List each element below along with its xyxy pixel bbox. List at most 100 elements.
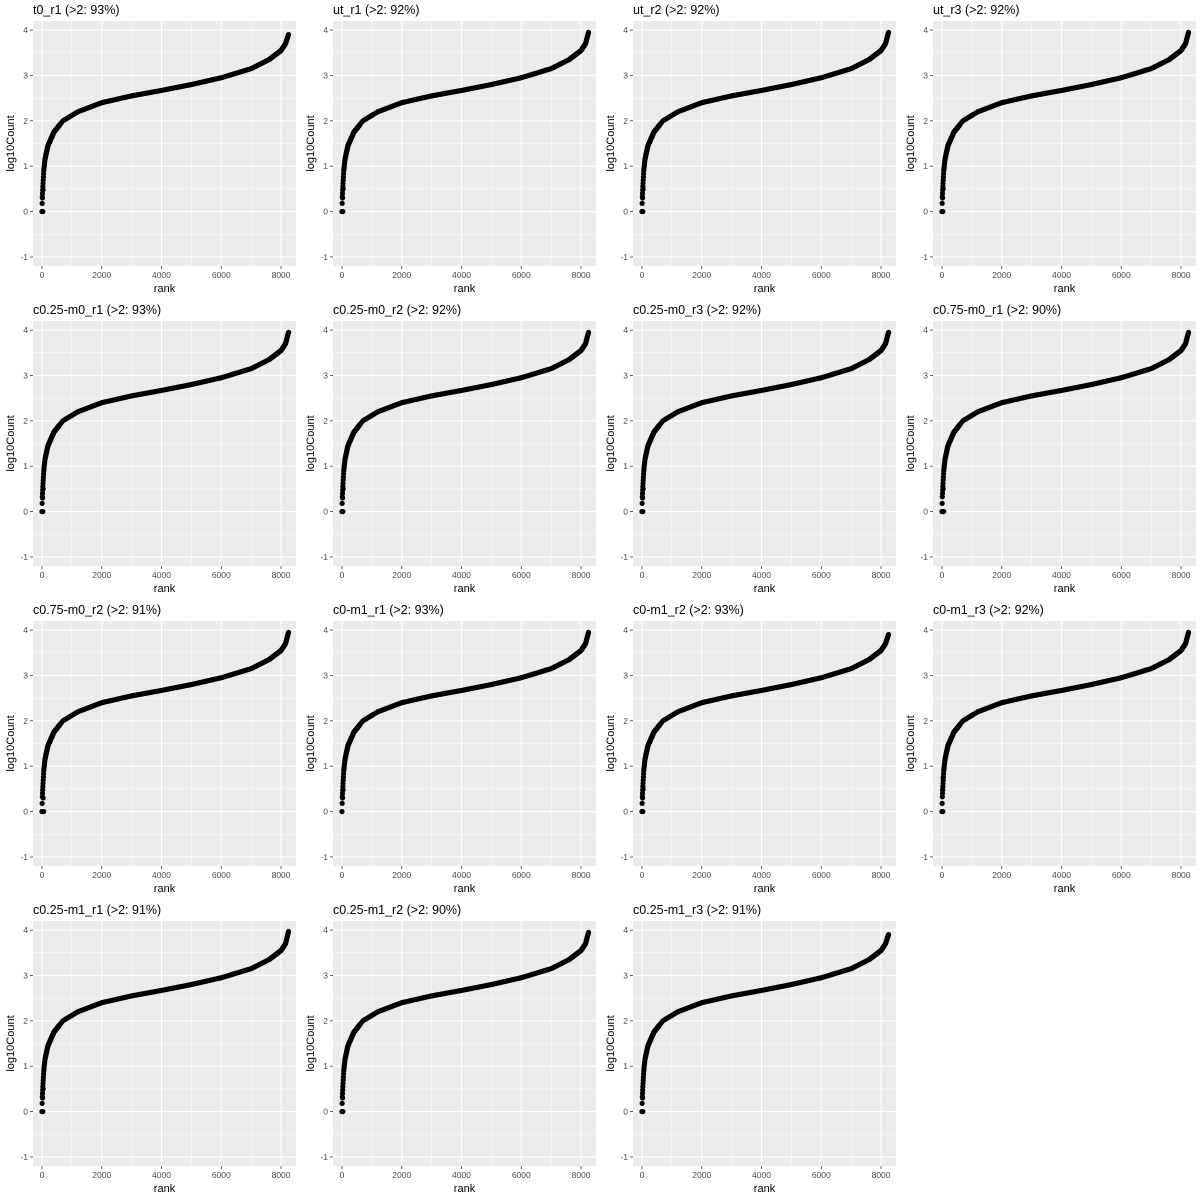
y-tick-label: 4	[23, 625, 28, 635]
y-tick-label: 0	[623, 507, 628, 517]
y-tick-label: 1	[23, 761, 28, 771]
y-tick-label: 0	[623, 207, 628, 217]
data-point	[339, 808, 345, 815]
y-tick-label: -1	[620, 852, 628, 862]
data-point	[941, 508, 947, 515]
x-tick-label: 6000	[512, 570, 531, 580]
x-tick-label: 4000	[152, 870, 171, 880]
y-tick-label: -1	[20, 252, 28, 262]
data-point	[639, 500, 645, 506]
x-tick-label: 4000	[752, 870, 771, 880]
data-point	[40, 486, 46, 492]
x-tick-label: 6000	[212, 270, 231, 280]
x-tick-label: 8000	[572, 870, 591, 880]
y-axis-label: log10Count	[305, 715, 317, 771]
y-tick-label: 3	[623, 370, 628, 380]
x-tick-label: 8000	[872, 870, 891, 880]
y-tick-label: -1	[920, 252, 928, 262]
data-point	[585, 629, 592, 635]
y-tick-label: 2	[23, 116, 28, 126]
y-axis-label: log10Count	[305, 415, 317, 471]
data-point	[39, 495, 46, 501]
y-tick-label: 2	[323, 716, 328, 726]
y-tick-label: 4	[23, 25, 28, 35]
y-tick-label: -1	[20, 1152, 28, 1162]
panel-title: c0.75-m0_r2 (>2: 91%)	[33, 603, 161, 617]
y-tick-label: 4	[323, 25, 328, 35]
x-tick-label: 0	[340, 570, 345, 580]
y-tick-label: 3	[923, 70, 928, 80]
data-point	[40, 795, 46, 801]
y-tick-label: 3	[623, 70, 628, 80]
facet-panel: 0 2000 4000 6000 8000 -1 0 1 2 3 4 c0.75-m0_r2 (>2:…	[0, 600, 300, 900]
data-points	[939, 29, 1192, 215]
y-tick-label: 4	[623, 25, 628, 35]
x-tick-label: 0	[40, 570, 45, 580]
data-point	[940, 486, 946, 492]
y-tick-label: 3	[923, 670, 928, 680]
x-tick-label: 0	[940, 870, 945, 880]
data-point	[640, 508, 646, 515]
y-tick-label: 4	[923, 625, 928, 635]
x-tick-label: 6000	[812, 870, 831, 880]
y-tick-label: 3	[923, 370, 928, 380]
y-tick-label: 0	[923, 207, 928, 217]
y-tick-label: 4	[923, 325, 928, 335]
y-tick-label: 2	[623, 416, 628, 426]
facet-panel: 0 2000 4000 6000 8000 -1 0 1 2 3 4 c0.25-m0_r3 (>2:…	[600, 300, 900, 600]
x-tick-label: 4000	[752, 570, 771, 580]
x-tick-label: 2000	[92, 1170, 111, 1180]
data-point	[339, 200, 345, 206]
y-tick-label: 2	[923, 116, 928, 126]
x-tick-label: 0	[640, 870, 645, 880]
x-tick-label: 0	[640, 570, 645, 580]
x-axis-label: rank	[754, 283, 776, 295]
x-tick-label: 4000	[1052, 870, 1071, 880]
y-tick-label: 0	[323, 507, 328, 517]
y-axis-label: log10Count	[905, 415, 917, 471]
y-tick-label: -1	[320, 552, 328, 562]
data-point	[340, 787, 346, 793]
data-point	[940, 186, 946, 192]
x-tick-label: 2000	[692, 270, 711, 280]
x-tick-label: 4000	[152, 570, 171, 580]
x-tick-label: 8000	[572, 570, 591, 580]
x-tick-label: 6000	[512, 270, 531, 280]
data-point	[39, 500, 45, 506]
data-point	[285, 329, 292, 335]
data-point	[340, 208, 346, 215]
y-tick-label: -1	[320, 252, 328, 262]
panel-title: c0-m1_r2 (>2: 93%)	[633, 603, 744, 617]
x-axis-label: rank	[154, 583, 176, 595]
y-axis-label: log10Count	[905, 715, 917, 771]
data-points	[339, 629, 592, 815]
panel-title: c0-m1_r3 (>2: 92%)	[933, 603, 1044, 617]
y-tick-label: 3	[323, 370, 328, 380]
facet-panel: 0 2000 4000 6000 8000 -1 0 1 2 3 4 t0_r1 (>2: 93%) r…	[0, 0, 300, 300]
data-point	[940, 208, 946, 215]
data-points	[939, 329, 1192, 515]
panel-title: ut_r3 (>2: 92%)	[933, 3, 1020, 17]
y-tick-label: 0	[23, 1107, 28, 1117]
x-tick-label: 2000	[392, 870, 411, 880]
facet-panel: 0 2000 4000 6000 8000 -1 0 1 2 3 4 ut_r2 (>2: 92%) r…	[600, 0, 900, 300]
y-tick-label: 1	[23, 161, 28, 171]
x-tick-label: 0	[940, 570, 945, 580]
data-point	[339, 500, 345, 506]
y-tick-label: 1	[323, 161, 328, 171]
data-point	[339, 800, 345, 806]
data-points	[939, 629, 1192, 815]
x-tick-label: 0	[40, 1170, 45, 1180]
y-tick-label: 4	[323, 325, 328, 335]
x-tick-label: 2000	[92, 570, 111, 580]
y-tick-label: 0	[323, 807, 328, 817]
x-tick-label: 4000	[152, 1170, 171, 1180]
x-tick-label: 8000	[272, 270, 291, 280]
